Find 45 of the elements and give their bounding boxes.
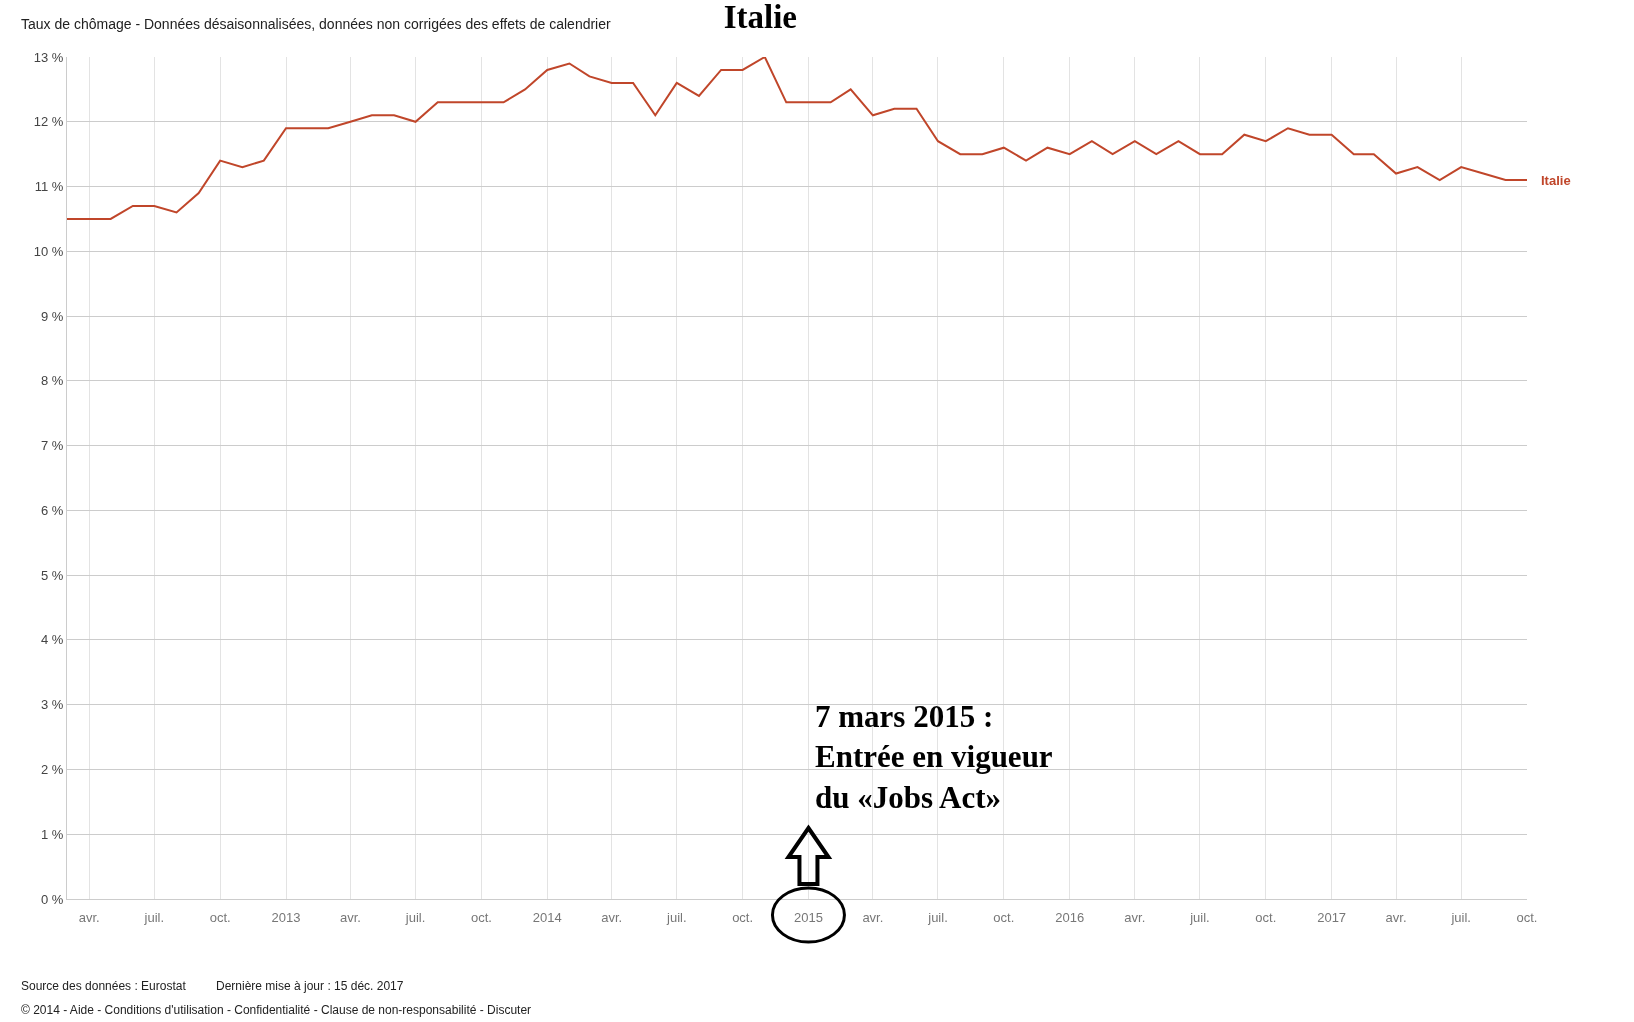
x-tick-label: juil. (666, 909, 687, 925)
y-tick-label: 8 % (40, 373, 64, 389)
y-tick-label: 2 % (40, 762, 64, 778)
text: © 2014 - Aide - Conditions d'utilisation - Confidentialité - Clause de non-responsabilité - Discuter (21, 1003, 532, 1017)
source-note: Source des données : Eurostat (21, 979, 187, 993)
x-tick-label: juil. (143, 909, 165, 925)
y-tick-label: 4 % (40, 632, 64, 648)
y-tick-label: 0 % (40, 891, 64, 907)
x-tick-label: 2014 (532, 909, 562, 925)
chart-title: Italie (723, 0, 797, 36)
text: Dernière mise à jour : 15 déc. 2017 (216, 979, 404, 993)
y-tick-label: 11 % (34, 179, 64, 195)
x-tick-label: avr. (1124, 909, 1146, 925)
line-series (67, 57, 1527, 220)
annotation: 7 mars 2015 : Entrée en vigueur du «Jobs Act» (815, 699, 1053, 815)
x-tick-label: oct. (470, 909, 492, 925)
y-tick-label: 7 % (40, 438, 64, 454)
chart-subtitle: Taux de chômage - Données désaisonnalisées, données non corrigées des effets de calendrier (21, 16, 612, 32)
x-tick-label: oct. (209, 909, 231, 925)
x-tick-label: juil. (404, 909, 426, 925)
y-tick-label: 5 % (40, 567, 64, 583)
x-tick-label: juil. (927, 909, 948, 925)
x-tick-label: 2017 (1317, 909, 1347, 925)
y-tick-label: 6 % (40, 502, 64, 518)
x-tick-label: juil. (1189, 909, 1210, 925)
y-tick-label: 3 % (40, 697, 64, 713)
x-tick-label: 2015 (793, 909, 823, 925)
y-tick-label: 13 % (33, 49, 64, 65)
x-tick-label: avr. (339, 909, 361, 925)
y-tick-label: 9 % (40, 308, 64, 324)
x-tick-label: oct. (1516, 909, 1538, 925)
y-tick-label: 12 % (33, 114, 64, 130)
x-tick-label: juil. (1450, 909, 1471, 925)
x-tick-label: avr. (862, 909, 884, 925)
x-tick-label: avr. (601, 909, 623, 925)
x-tick-label: oct. (993, 909, 1015, 925)
y-tick-label: 10 % (33, 243, 64, 259)
y-tick-label: 1 % (40, 826, 64, 842)
x-tick-label: 2013 (271, 909, 301, 925)
x-tick-label: avr. (1385, 909, 1407, 925)
x-tick-label: 2016 (1055, 909, 1085, 925)
x-tick-label: oct. (732, 909, 754, 925)
x-tick-label: oct. (1255, 909, 1277, 925)
series-label: Italie (1541, 173, 1571, 188)
x-tick-label: avr. (78, 909, 100, 925)
